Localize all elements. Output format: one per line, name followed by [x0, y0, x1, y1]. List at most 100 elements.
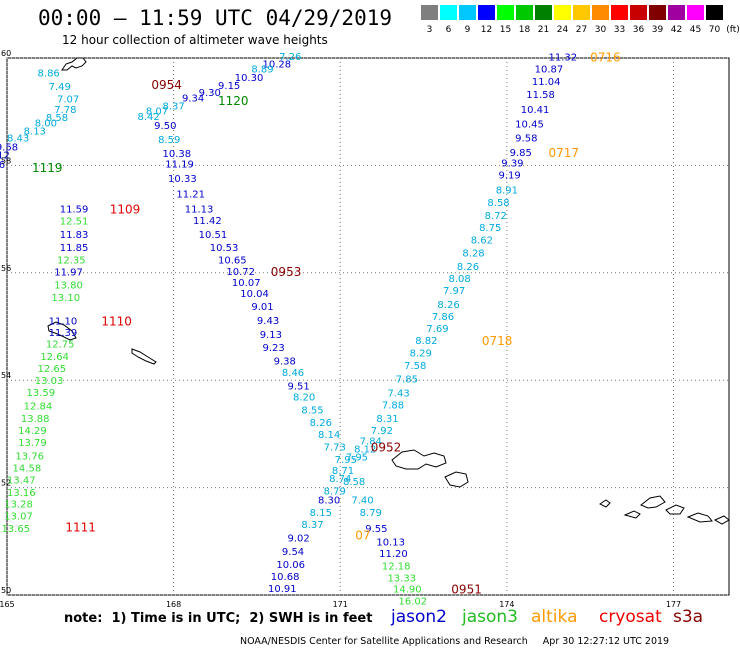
- swh-value-label: 8.58: [487, 198, 509, 209]
- pass-time-label: 0718: [482, 334, 513, 348]
- swh-value-label: 11.21: [176, 189, 205, 200]
- swh-value-label: 13.33: [387, 573, 416, 584]
- swh-value-label: 7.85: [396, 375, 418, 386]
- swh-value-label: 13.10: [51, 293, 80, 304]
- lat-tick-56: 56: [1, 264, 11, 273]
- swh-value-label: 10.38: [163, 149, 192, 160]
- swh-value-label: 11.42: [193, 216, 222, 227]
- swh-value-label: 8.46: [282, 368, 304, 379]
- lon-tick-165: 165: [0, 600, 15, 609]
- legend-label-9: 9: [464, 25, 471, 35]
- swh-value-label: 7.07: [57, 94, 79, 105]
- legend-label-15: 15: [499, 25, 512, 35]
- swh-value-label: 8.82: [415, 336, 437, 347]
- swh-value-label: 11.10: [49, 317, 78, 328]
- swh-value-label: 12.35: [57, 255, 86, 266]
- lon-tick-177: 177: [666, 600, 681, 609]
- lat-tick-52: 52: [1, 479, 11, 488]
- swh-value-label: 8.86: [38, 68, 60, 79]
- pass-time-label: 1111: [65, 520, 96, 534]
- swh-value-label: 9.43: [257, 316, 279, 327]
- pass-time-label: 07: [355, 528, 370, 542]
- swh-value-label: 8.12: [354, 444, 376, 455]
- legend-label-36: 36: [632, 25, 645, 35]
- swh-value-label: 9.38: [274, 356, 296, 367]
- swh-value-label: 8.42: [138, 112, 160, 123]
- swh-value-label: 7.95: [346, 452, 368, 463]
- swh-value-label: 7.84: [360, 436, 382, 447]
- swh-value-label: 9.23: [262, 343, 284, 354]
- legend-label-45: 45: [689, 25, 702, 35]
- swh-value-label: 9.39: [501, 159, 523, 170]
- legend-unit: (ft): [726, 25, 740, 35]
- swh-value-label: 8.79: [360, 508, 382, 519]
- swh-value-label: 9.02: [287, 534, 309, 545]
- lon-tick-168: 168: [166, 600, 181, 609]
- swh-value-label: 9.85: [510, 148, 532, 159]
- legend-swatch-45: [687, 5, 704, 20]
- pass-time-label: 0953: [271, 265, 302, 279]
- swh-value-label: 8.58: [343, 477, 365, 488]
- swh-value-label: 10.26: [0, 160, 5, 171]
- swh-value-label: 9.15: [218, 81, 240, 92]
- swh-value-label: 8.62: [471, 236, 493, 247]
- island-attu: [391, 449, 447, 470]
- legend-swatch-9: [459, 5, 476, 20]
- swh-value-label: 10.91: [268, 584, 297, 595]
- swh-value-label: 9.34: [182, 94, 204, 105]
- swh-value-label: 10.07: [232, 278, 261, 289]
- legend-swatch-39: [649, 5, 666, 20]
- swh-value-label: 7.40: [351, 495, 373, 506]
- swh-value-label: 8.55: [301, 406, 323, 417]
- swh-value-label: 13.28: [4, 500, 33, 511]
- swh-value-label: 11.19: [165, 159, 194, 170]
- swh-value-label: 13.03: [35, 376, 64, 387]
- swh-value-label: 9.12: [0, 151, 10, 162]
- swh-value-label: 12.64: [40, 352, 69, 363]
- swh-value-label: 7.49: [49, 82, 71, 93]
- swh-value-label: 11.32: [549, 52, 578, 63]
- swh-value-label: 10.33: [168, 174, 197, 185]
- coastline-alaska-north: [61, 57, 87, 71]
- swh-value-label: 7.97: [443, 286, 465, 297]
- swh-value-label: 8.89: [251, 65, 273, 76]
- legend-swatch-30: [592, 5, 609, 20]
- units-note: note: 1) Time is in UTC; 2) SWH is in fe…: [64, 611, 373, 626]
- swh-value-label: 12.75: [46, 340, 75, 351]
- legend-swatch-3: [421, 5, 438, 20]
- swh-value-label: 9.01: [251, 302, 273, 313]
- swh-value-label: 11.97: [54, 268, 83, 279]
- swh-value-label: 10.65: [218, 255, 247, 266]
- swh-value-label: 13.79: [18, 438, 47, 449]
- satellite-jason3: jason3: [462, 607, 518, 627]
- legend-label-24: 24: [556, 25, 569, 35]
- swh-value-label: 13.80: [54, 281, 83, 292]
- swh-value-label: 16.02: [399, 596, 428, 607]
- attribution-footer: NOAA/NESDIS Center for Satellite Applica…: [240, 636, 670, 647]
- legend-swatch-27: [573, 5, 590, 20]
- swh-value-label: 7.86: [432, 312, 454, 323]
- island-rat-islands-8: [665, 504, 685, 515]
- swh-value-label: 8.37: [163, 101, 185, 112]
- swh-value-label: 10.51: [199, 230, 228, 241]
- swh-value-label: 11.83: [60, 230, 89, 241]
- swh-value-label: 12.84: [24, 401, 53, 412]
- swh-value-label: 10.87: [535, 65, 564, 76]
- swh-value-label: 13.65: [1, 524, 30, 535]
- legend-swatch-70: [706, 5, 723, 20]
- pass-time-label: 1109: [110, 202, 141, 216]
- legend-swatch-42: [668, 5, 685, 20]
- legend-swatch-15: [497, 5, 514, 20]
- swh-value-label: 8.00: [35, 118, 57, 129]
- swh-value-label: 13.88: [21, 414, 50, 425]
- lat-tick-54: 54: [1, 371, 11, 380]
- legend-swatch-18: [516, 5, 533, 20]
- swh-value-label: 9.30: [199, 88, 221, 99]
- map-subtitle: 12 hour collection of altimeter wave hei…: [62, 33, 328, 47]
- swh-value-label: 8.29: [410, 348, 432, 359]
- swh-value-label: 13.76: [15, 451, 44, 462]
- legend-label-12: 12: [480, 25, 493, 35]
- swh-value-label: 8.58: [46, 113, 68, 124]
- legend-label-21: 21: [537, 25, 550, 35]
